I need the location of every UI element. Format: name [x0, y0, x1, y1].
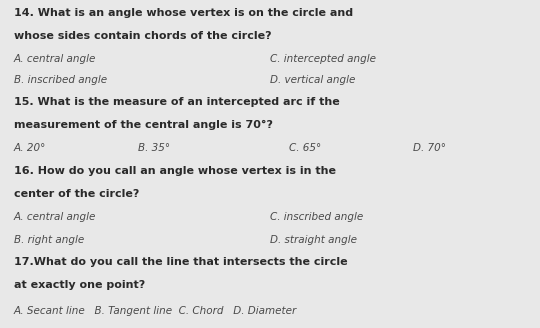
Text: B. right angle: B. right angle — [14, 235, 84, 244]
Text: A. Secant line   B. Tangent line  C. Chord   D. Diameter: A. Secant line B. Tangent line C. Chord … — [14, 306, 297, 316]
Text: 16. How do you call an angle whose vertex is in the: 16. How do you call an angle whose verte… — [14, 166, 335, 175]
Text: 14. What is an angle whose vertex is on the circle and: 14. What is an angle whose vertex is on … — [14, 8, 353, 18]
Text: C. 65°: C. 65° — [289, 143, 321, 153]
Text: A. central angle: A. central angle — [14, 54, 96, 64]
Text: C. intercepted angle: C. intercepted angle — [270, 54, 376, 64]
Text: 17.What do you call the line that intersects the circle: 17.What do you call the line that inters… — [14, 257, 347, 267]
Text: A. 20°: A. 20° — [14, 143, 46, 153]
Text: B. inscribed angle: B. inscribed angle — [14, 75, 106, 85]
Text: D. 70°: D. 70° — [413, 143, 446, 153]
Text: D. straight angle: D. straight angle — [270, 235, 357, 244]
Text: measurement of the central angle is 70°?: measurement of the central angle is 70°? — [14, 120, 273, 130]
Text: at exactly one point?: at exactly one point? — [14, 280, 145, 290]
Text: D. vertical angle: D. vertical angle — [270, 75, 355, 85]
Text: A. central angle: A. central angle — [14, 212, 96, 221]
Text: whose sides contain chords of the circle?: whose sides contain chords of the circle… — [14, 31, 271, 41]
Text: C. inscribed angle: C. inscribed angle — [270, 212, 363, 221]
Text: 15. What is the measure of an intercepted arc if the: 15. What is the measure of an intercepte… — [14, 97, 339, 107]
Text: B. 35°: B. 35° — [138, 143, 170, 153]
Text: center of the circle?: center of the circle? — [14, 189, 139, 198]
